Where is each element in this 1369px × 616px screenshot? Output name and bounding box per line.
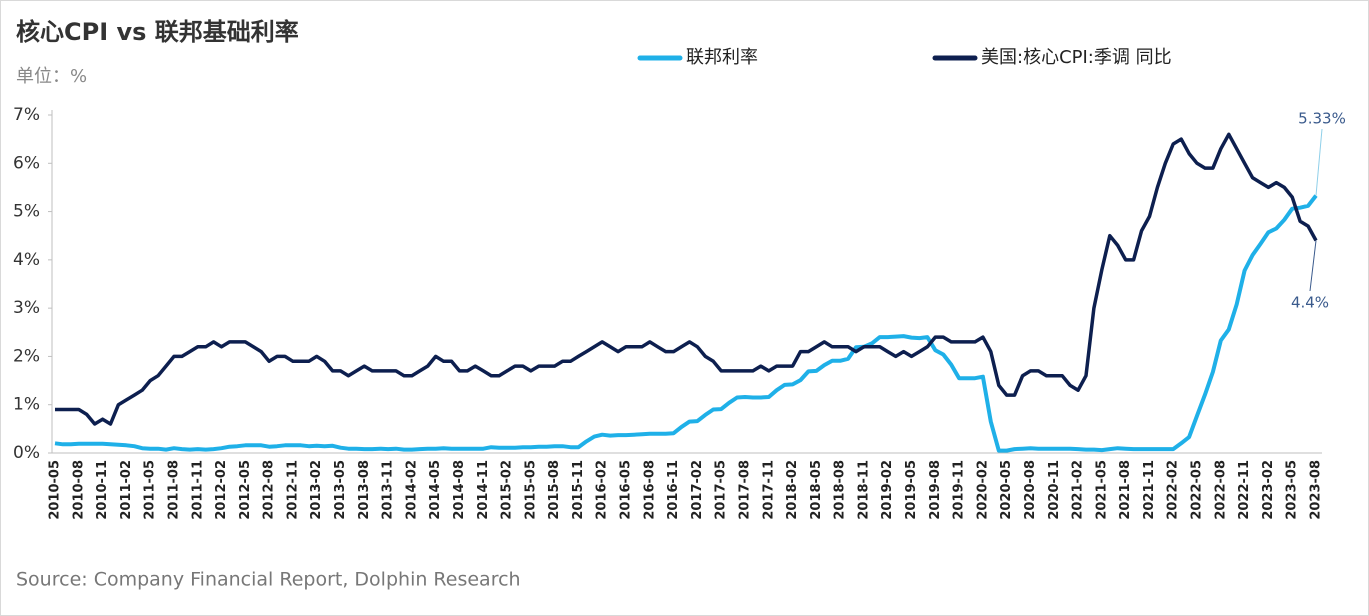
x-tick-label: 2019-11 — [952, 460, 967, 520]
x-tick-label: 2021-08 — [1118, 460, 1133, 520]
x-tick-label: 2017-02 — [690, 460, 705, 520]
x-tick-label: 2021-11 — [1142, 460, 1157, 520]
x-tick-label: 2018-11 — [856, 460, 871, 520]
x-tick-label: 2011-11 — [190, 460, 205, 520]
x-tick-label: 2010-05 — [48, 460, 63, 520]
x-tick-label: 2016-08 — [642, 460, 657, 520]
x-tick-label: 2020-08 — [1023, 460, 1038, 520]
x-tick-label: 2010-08 — [71, 460, 86, 520]
x-tick-label: 2016-11 — [666, 460, 681, 520]
chart-subtitle: 单位：% — [16, 66, 87, 87]
x-tick-label: 2022-11 — [1237, 460, 1252, 520]
y-tick-label: 0% — [13, 443, 40, 463]
series-line — [54, 194, 1318, 453]
x-tick-label: 2017-08 — [737, 460, 752, 520]
x-tick-label: 2016-05 — [619, 460, 634, 520]
series-line — [55, 132, 1318, 426]
x-tick-label: 2013-08 — [357, 460, 372, 520]
x-tick-label: 2014-05 — [428, 460, 443, 520]
x-tick-label: 2020-11 — [1047, 460, 1062, 520]
x-tick-label: 2013-11 — [381, 460, 396, 520]
x-tick-label: 2015-05 — [523, 460, 538, 520]
x-tick-label: 2013-02 — [309, 460, 324, 520]
y-tick-label: 1% — [13, 395, 40, 415]
x-tick-label: 2017-05 — [714, 460, 729, 520]
y-tick-label: 5% — [13, 202, 40, 222]
x-tick-label: 2017-11 — [761, 460, 776, 520]
source-note: Source: Company Financial Report, Dolphi… — [16, 569, 521, 591]
x-tick-label: 2015-11 — [571, 460, 586, 520]
x-tick-label: 2022-05 — [1190, 460, 1205, 520]
x-tick-label: 2014-08 — [452, 460, 467, 520]
x-tick-label: 2010-11 — [95, 460, 110, 520]
data-label: 4.4% — [1291, 294, 1329, 312]
x-tick-label: 2021-05 — [1094, 460, 1109, 520]
y-tick-label: 6% — [13, 153, 40, 173]
x-tick-label: 2019-02 — [880, 460, 895, 520]
x-tick-label: 2020-05 — [999, 460, 1014, 520]
x-tick-label: 2013-05 — [333, 460, 348, 520]
chart-title: 核心CPI vs 联邦基础利率 — [16, 18, 299, 46]
x-tick-label: 2012-11 — [285, 460, 300, 520]
x-tick-label: 2023-02 — [1261, 460, 1276, 520]
x-tick-label: 2012-08 — [262, 460, 277, 520]
x-tick-label: 2015-08 — [547, 460, 562, 520]
x-tick-label: 2016-02 — [595, 460, 610, 520]
x-tick-label: 2018-02 — [785, 460, 800, 520]
x-tick-label: 2020-02 — [975, 460, 990, 520]
x-tick-label: 2022-08 — [1213, 460, 1228, 520]
data-label: 5.33% — [1298, 110, 1346, 128]
y-tick-label: 7% — [13, 105, 40, 125]
x-tick-label: 2014-02 — [404, 460, 419, 520]
x-tick-label: 2012-05 — [238, 460, 253, 520]
x-tick-label: 2023-05 — [1285, 460, 1300, 520]
legend-label: 联邦利率 — [686, 47, 758, 68]
label-leader — [1309, 240, 1317, 292]
x-tick-label: 2019-08 — [928, 460, 943, 520]
x-tick-label: 2015-02 — [500, 460, 515, 520]
legend-label: 美国:核心CPI:季调 同比 — [981, 47, 1172, 68]
label-leader — [1315, 128, 1323, 196]
x-tick-label: 2019-05 — [904, 460, 919, 520]
y-tick-label: 2% — [13, 346, 40, 366]
y-tick-label: 3% — [13, 298, 40, 318]
x-tick-label: 2023-08 — [1309, 460, 1324, 520]
x-tick-label: 2018-08 — [833, 460, 848, 520]
x-tick-label: 2014-11 — [476, 460, 491, 520]
x-tick-label: 2011-05 — [143, 460, 158, 520]
x-tick-label: 2021-02 — [1071, 460, 1086, 520]
x-tick-label: 2012-02 — [214, 460, 229, 520]
x-tick-label: 2011-02 — [119, 460, 134, 520]
x-tick-label: 2018-05 — [809, 460, 824, 520]
x-tick-label: 2022-02 — [1166, 460, 1181, 520]
y-tick-label: 4% — [13, 250, 40, 270]
x-tick-label: 2011-08 — [166, 460, 181, 520]
